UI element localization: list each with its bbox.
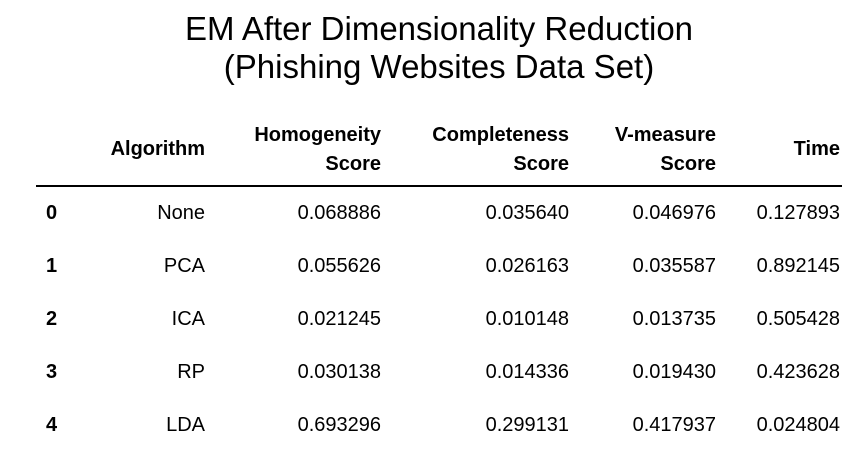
column-header-homogeneity: Homogeneity Score <box>207 114 383 187</box>
chart-title-line-2: (Phishing Websites Data Set) <box>223 48 655 85</box>
cell-completeness: 0.026163 <box>485 255 569 277</box>
column-header-v_measure-line-1: V-measure <box>614 123 716 146</box>
column-header-time-line-1: Time <box>793 138 840 160</box>
cell-algorithm: None <box>157 202 205 224</box>
table-row: 3 RP 0.030138 0.014336 0.019430 0.423628 <box>36 346 842 399</box>
cell-time: 0.127893 <box>756 202 840 224</box>
cell-v_measure: 0.019430 <box>632 361 716 383</box>
results-table: Algorithm Homogeneity Score Completeness Sco… <box>36 114 842 452</box>
row-index: 0 <box>46 202 58 224</box>
cell-homogeneity: 0.068886 <box>297 202 381 224</box>
column-header-homogeneity-line-2: Score <box>325 152 381 175</box>
table-header: Algorithm Homogeneity Score Completeness Sco… <box>36 114 842 187</box>
row-index: 3 <box>46 361 58 383</box>
chart-title-line-1: EM After Dimensionality Reduction <box>184 10 694 47</box>
column-header-v_measure: V-measure Score <box>571 114 718 187</box>
header-row: Algorithm Homogeneity Score Completeness Sco… <box>36 114 842 187</box>
cell-completeness: 0.299131 <box>485 414 569 436</box>
column-header-homogeneity-line-1: Homogeneity <box>254 123 381 146</box>
cell-homogeneity: 0.693296 <box>297 414 381 436</box>
column-header-index <box>36 114 94 187</box>
table-body: 0 None 0.068886 0.035640 0.046976 0.127893 1 PC… <box>36 186 842 452</box>
column-header-v_measure-line-2: Score <box>660 152 716 175</box>
table-row: 0 None 0.068886 0.035640 0.046976 0.127893 <box>36 186 842 240</box>
cell-completeness: 0.014336 <box>485 361 569 383</box>
cell-v_measure: 0.046976 <box>632 202 716 224</box>
row-index: 2 <box>46 308 58 330</box>
column-header-completeness-line-1: Completeness <box>432 123 569 146</box>
table-row: 4 LDA 0.693296 0.299131 0.417937 0.024804 <box>36 399 842 452</box>
cell-v_measure: 0.417937 <box>632 414 716 436</box>
cell-algorithm: PCA <box>163 255 205 277</box>
cell-homogeneity: 0.030138 <box>297 361 381 383</box>
column-header-algorithm: Algorithm <box>94 114 207 187</box>
table-row: 2 ICA 0.021245 0.010148 0.013735 0.505428 <box>36 293 842 346</box>
table-row: 1 PCA 0.055626 0.026163 0.035587 0.892145 <box>36 240 842 293</box>
cell-algorithm: ICA <box>171 308 205 330</box>
column-header-algorithm-line-1: Algorithm <box>110 138 205 160</box>
cell-time: 0.024804 <box>756 414 840 436</box>
cell-completeness: 0.010148 <box>485 308 569 330</box>
cell-algorithm: RP <box>177 361 205 383</box>
cell-homogeneity: 0.055626 <box>297 255 381 277</box>
cell-time: 0.505428 <box>756 308 840 330</box>
column-header-completeness-line-2: Score <box>513 152 569 175</box>
cell-v_measure: 0.013735 <box>632 308 716 330</box>
cell-time: 0.423628 <box>756 361 840 383</box>
row-index: 4 <box>46 414 58 436</box>
cell-v_measure: 0.035587 <box>632 255 716 277</box>
row-index: 1 <box>46 255 58 277</box>
cell-completeness: 0.035640 <box>485 202 569 224</box>
cell-time: 0.892145 <box>756 255 840 277</box>
column-header-completeness: Completeness Score <box>383 114 571 187</box>
cell-homogeneity: 0.021245 <box>297 308 381 330</box>
column-header-time: Time <box>718 114 842 187</box>
cell-algorithm: LDA <box>166 414 205 436</box>
chart-title: EM After Dimensionality Reduction (Phish… <box>0 10 868 86</box>
